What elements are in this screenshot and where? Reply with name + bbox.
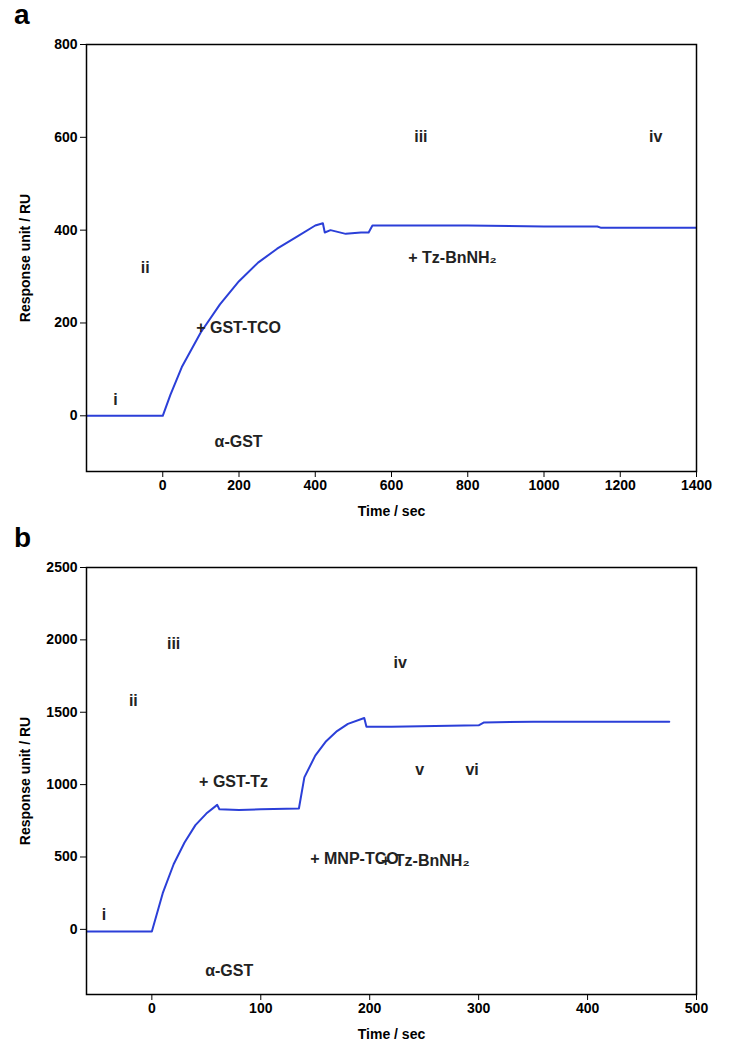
svg-text:100: 100: [249, 1000, 273, 1016]
svg-text:α-GST: α-GST: [215, 433, 263, 450]
svg-text:300: 300: [467, 1000, 491, 1016]
svg-text:α-GST: α-GST: [205, 962, 253, 979]
svg-text:2000: 2000: [46, 631, 77, 647]
svg-text:800: 800: [456, 477, 480, 493]
svg-text:0: 0: [159, 477, 167, 493]
svg-text:200: 200: [54, 314, 78, 330]
svg-text:iii: iii: [414, 128, 427, 145]
svg-text:iv: iv: [394, 654, 407, 671]
svg-text:400: 400: [576, 1000, 600, 1016]
svg-text:ii: ii: [129, 692, 138, 709]
svg-text:400: 400: [54, 222, 78, 238]
svg-text:600: 600: [54, 129, 78, 145]
svg-text:i: i: [102, 906, 106, 923]
svg-text:vi: vi: [465, 761, 478, 778]
svg-text:0: 0: [70, 407, 78, 423]
svg-text:1000: 1000: [46, 776, 77, 792]
svg-text:1000: 1000: [528, 477, 559, 493]
svg-text:Response unit / RU: Response unit / RU: [17, 194, 33, 322]
svg-text:i: i: [113, 391, 117, 408]
html-text:b: b: [14, 522, 32, 553]
svg-text:iv: iv: [649, 128, 662, 145]
svg-text:1400: 1400: [681, 477, 712, 493]
svg-text:1200: 1200: [605, 477, 636, 493]
svg-text:1500: 1500: [46, 704, 77, 720]
svg-text:500: 500: [685, 1000, 709, 1016]
svg-text:0: 0: [148, 1000, 156, 1016]
svg-text:800: 800: [54, 36, 78, 52]
svg-text:v: v: [415, 761, 424, 778]
svg-text:+ Tz-BnNH₂: + Tz-BnNH₂: [381, 852, 469, 869]
svg-text:200: 200: [358, 1000, 382, 1016]
svg-text:200: 200: [227, 477, 251, 493]
svg-text:500: 500: [54, 848, 78, 864]
svg-text:400: 400: [304, 477, 328, 493]
svg-text:0: 0: [70, 921, 78, 937]
svg-text:Response unit / RU: Response unit / RU: [17, 717, 33, 845]
html-text:a: a: [14, 0, 30, 30]
svg-text:iii: iii: [167, 635, 180, 652]
svg-text:+ GST-Tz: + GST-Tz: [199, 773, 268, 790]
svg-text:2500: 2500: [46, 559, 77, 575]
svg-text:+ GST-TCO: + GST-TCO: [196, 319, 281, 336]
svg-text:ii: ii: [141, 259, 150, 276]
svg-text:+ MNP-TCO: + MNP-TCO: [310, 849, 399, 867]
svg-text:Time / sec: Time / sec: [358, 1026, 426, 1042]
svg-text:Time / sec: Time / sec: [358, 503, 426, 519]
svg-text:600: 600: [380, 477, 404, 493]
svg-text:+ Tz-BnNH₂: + Tz-BnNH₂: [408, 249, 496, 266]
